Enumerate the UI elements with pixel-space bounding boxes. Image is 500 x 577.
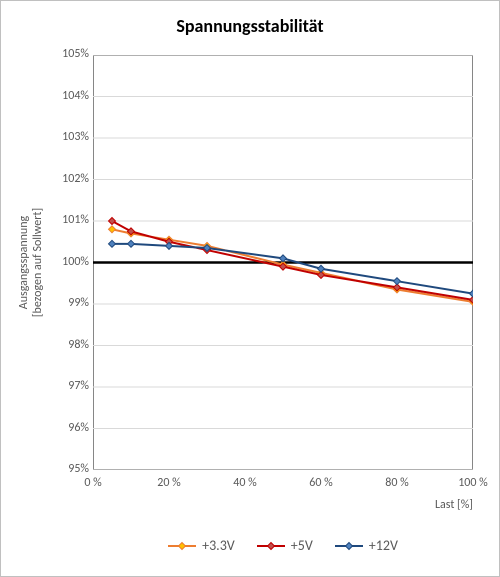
y-axis-label-line1: Ausgangsspannung [17, 55, 31, 470]
legend-swatch-icon [257, 539, 285, 553]
y-tick: 105% [45, 47, 89, 61]
x-tick: 40 % [220, 476, 270, 490]
legend: +3.3V +5V +12V [93, 537, 473, 554]
data-marker [128, 240, 135, 247]
y-tick: 97% [45, 379, 89, 393]
legend-label: +12V [369, 537, 398, 554]
y-tick: 101% [45, 213, 89, 227]
legend-item: +5V [257, 537, 313, 554]
data-marker [109, 226, 116, 233]
y-tick: 100% [45, 255, 89, 269]
legend-label: +3.3V [202, 537, 235, 554]
y-tick: 96% [45, 421, 89, 435]
legend-label: +5V [291, 537, 313, 554]
data-marker [280, 255, 287, 262]
x-tick: 0 % [68, 476, 118, 490]
x-tick: 60 % [296, 476, 346, 490]
y-tick: 104% [45, 89, 89, 103]
plot-svg [93, 55, 473, 470]
legend-item: +12V [335, 537, 398, 554]
y-axis-label-line2: [bezogen auf Sollwert] [31, 55, 45, 470]
y-tick: 98% [45, 338, 89, 352]
chart-title: Spannungsstabilität [1, 15, 499, 37]
y-axis-label: Ausgangsspannung [bezogen auf Sollwert] [17, 55, 45, 470]
data-marker [470, 290, 474, 297]
legend-swatch-icon [168, 539, 196, 553]
x-tick: 80 % [372, 476, 422, 490]
x-tick: 20 % [144, 476, 194, 490]
x-axis-label: Last [%] [93, 498, 473, 512]
legend-item: +3.3V [168, 537, 235, 554]
y-tick: 103% [45, 130, 89, 144]
legend-swatch-icon [335, 539, 363, 553]
y-tick: 99% [45, 296, 89, 310]
y-tick: 95% [45, 462, 89, 476]
data-marker [394, 278, 401, 285]
plot-area [93, 55, 473, 470]
x-tick: 100 % [448, 476, 498, 490]
data-marker [109, 240, 116, 247]
chart-card: Spannungsstabilität Ausgangsspannung [be… [0, 0, 500, 577]
y-tick: 102% [45, 172, 89, 186]
